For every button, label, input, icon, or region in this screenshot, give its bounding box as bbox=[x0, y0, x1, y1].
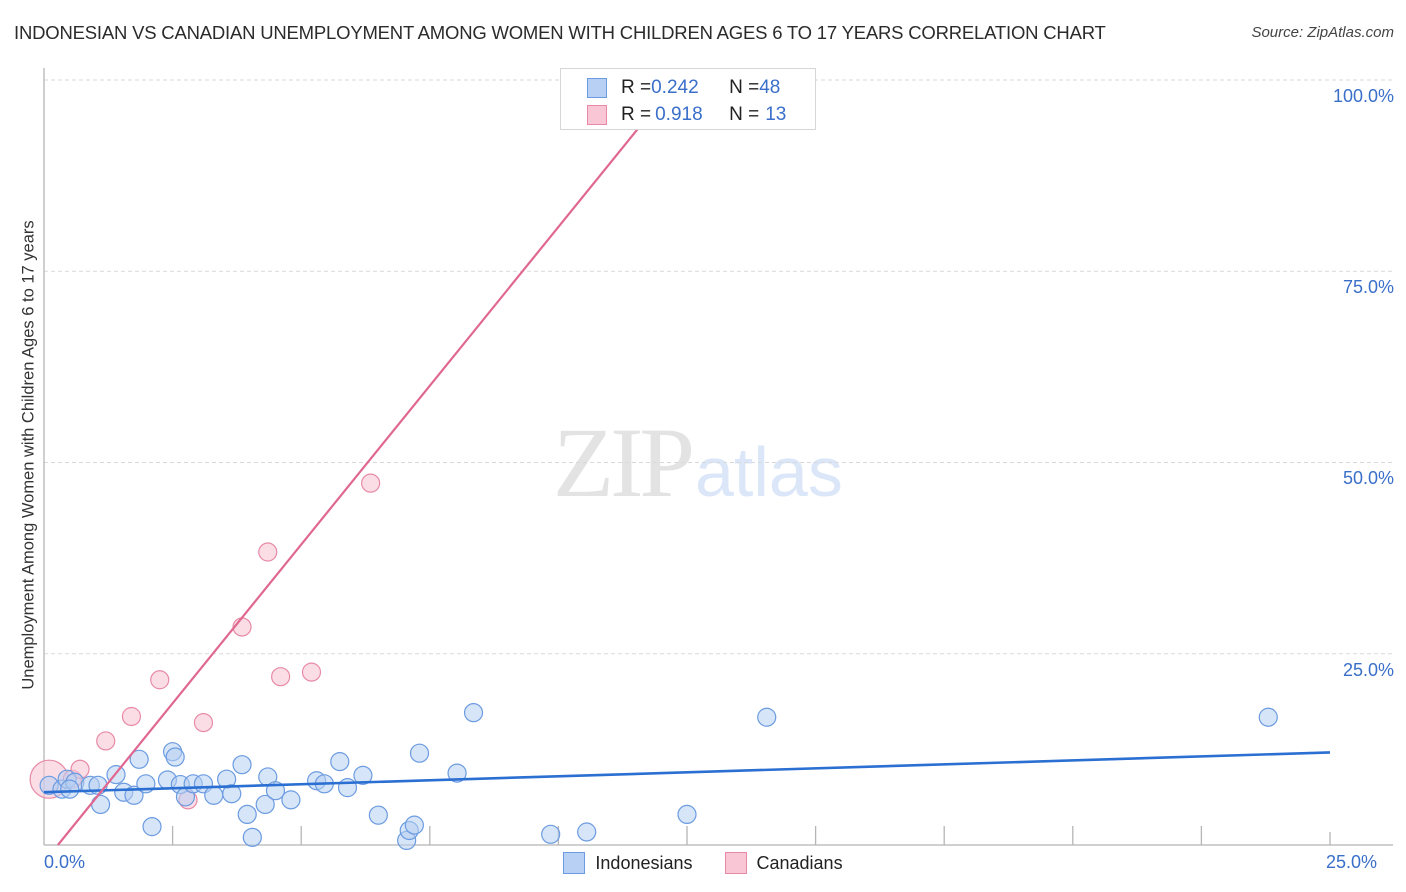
indonesians-data-point bbox=[404, 815, 424, 835]
n-label: N = bbox=[729, 104, 760, 125]
indonesians-data-point bbox=[447, 763, 467, 783]
indonesians-data-point bbox=[237, 804, 257, 825]
source-label: Source: ZipAtlas.com bbox=[1251, 24, 1394, 41]
y-axis-label: Unemployment Among Women with Children A… bbox=[19, 220, 38, 690]
n-label: N = bbox=[729, 77, 760, 98]
indonesians-data-point bbox=[757, 707, 777, 727]
x-axis-ticks bbox=[171, 826, 1331, 845]
indonesians-data-point bbox=[1258, 707, 1278, 727]
canadians-data-point bbox=[271, 667, 291, 687]
indonesians-data-point bbox=[409, 743, 430, 763]
canadians-trend-line bbox=[57, 99, 663, 846]
indonesians-data-point bbox=[368, 805, 388, 825]
canadians-points bbox=[29, 473, 381, 810]
indonesians-data-point bbox=[255, 794, 275, 815]
indonesians-data-point bbox=[165, 747, 185, 767]
r-label: R = bbox=[621, 104, 652, 125]
y-tick-100: 100.0% bbox=[1332, 86, 1394, 106]
y-tick-50: 50.0% bbox=[1342, 468, 1394, 488]
canadians-data-point bbox=[193, 712, 214, 733]
canadians-data-point bbox=[121, 706, 142, 727]
indonesians-data-point bbox=[222, 784, 242, 804]
indonesians-data-point bbox=[463, 703, 484, 723]
indonesians-trend-line bbox=[43, 751, 1331, 794]
legend-label: Canadians bbox=[756, 852, 843, 873]
x-tick-25: 25.0% bbox=[1326, 852, 1378, 872]
correlation-legend: R = 0.242 N = 48 R = 0.918 N = 13 bbox=[560, 68, 816, 130]
canadians-swatch-icon bbox=[724, 852, 747, 874]
r-value: 0.918 bbox=[655, 104, 703, 125]
indonesians-data-point bbox=[129, 749, 149, 769]
n-value: 48 bbox=[759, 77, 781, 98]
y-tick-25: 25.0% bbox=[1342, 660, 1394, 680]
canadians-data-point bbox=[258, 542, 278, 562]
indonesians-data-point bbox=[242, 827, 262, 847]
x-tick-0: 0.0% bbox=[44, 852, 86, 872]
indonesians-swatch-icon bbox=[563, 852, 586, 874]
indonesians-points bbox=[39, 703, 1278, 851]
legend-item-canadians[interactable]: Canadians bbox=[724, 852, 843, 874]
indonesians-data-point bbox=[577, 822, 597, 842]
gridlines bbox=[44, 79, 1393, 655]
n-value: 13 bbox=[765, 104, 787, 125]
indonesians-data-point bbox=[353, 765, 373, 785]
canadians-data-point bbox=[361, 473, 381, 493]
indonesians-data-point bbox=[281, 790, 301, 810]
legend-item-indonesians[interactable]: Indonesians bbox=[563, 852, 693, 874]
indonesians-data-point bbox=[204, 785, 224, 805]
legend-row-indonesians: R = 0.242 N = 48 bbox=[587, 76, 780, 100]
indonesians-data-point bbox=[677, 804, 697, 825]
legend-label: Indonesians bbox=[595, 852, 693, 873]
canadians-data-point bbox=[96, 731, 116, 751]
canadians-swatch-icon bbox=[587, 105, 607, 125]
indonesians-data-point bbox=[142, 817, 162, 837]
indonesians-data-point bbox=[541, 824, 561, 844]
indonesians-data-point bbox=[90, 794, 111, 815]
r-label: R = bbox=[621, 77, 652, 98]
canadians-data-point bbox=[150, 670, 170, 690]
r-value: 0.242 bbox=[651, 77, 699, 98]
chart-title: INDONESIAN VS CANADIAN UNEMPLOYMENT AMON… bbox=[14, 22, 1106, 43]
indonesians-data-point bbox=[330, 752, 350, 772]
canadians-data-point bbox=[301, 662, 322, 682]
indonesians-data-point bbox=[60, 779, 80, 799]
indonesians-data-point bbox=[337, 778, 358, 798]
indonesians-swatch-icon bbox=[587, 78, 607, 98]
series-legend: Indonesians Canadians bbox=[0, 852, 1406, 874]
y-tick-75: 75.0% bbox=[1342, 277, 1394, 297]
legend-row-canadians: R = 0.918 N = 13 bbox=[587, 103, 786, 127]
indonesians-data-point bbox=[232, 755, 252, 775]
